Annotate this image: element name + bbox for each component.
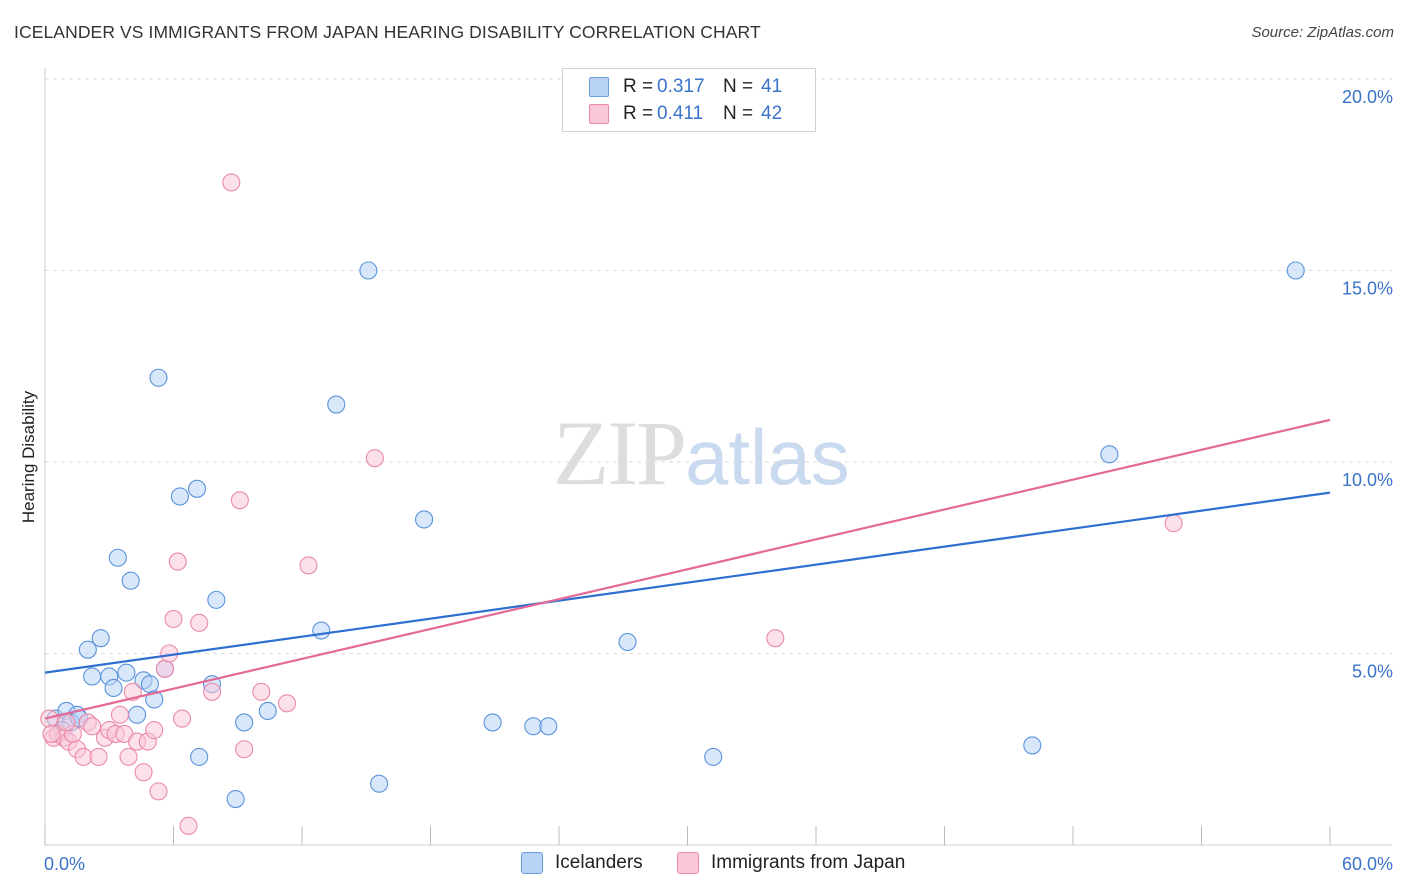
y-tick-label: 5.0% <box>1352 662 1393 682</box>
icelander-point[interactable] <box>258 701 277 721</box>
japan-point[interactable] <box>365 449 384 468</box>
japan-point[interactable] <box>235 740 254 759</box>
japan-point[interactable] <box>145 721 164 740</box>
x-ticks <box>44 826 1331 845</box>
legend-label-japan: Immigrants from Japan <box>711 852 906 873</box>
japan-point[interactable] <box>190 613 209 632</box>
japan-point[interactable] <box>89 747 108 766</box>
japan-point[interactable] <box>230 491 249 510</box>
icelander-point[interactable] <box>370 774 389 793</box>
legend-r-value: 0.317 <box>657 76 705 97</box>
japan-point[interactable] <box>277 694 297 713</box>
legend-r-label: R = <box>623 103 654 124</box>
chart-title: ICELANDER VS IMMIGRANTS FROM JAPAN HEARI… <box>14 22 761 42</box>
icelander-point[interactable] <box>128 705 147 724</box>
correlation-legend: R = 0.317 N = 41 R = 0.411 N = 42 <box>562 68 816 132</box>
japan-point[interactable] <box>766 629 785 648</box>
watermark-atlas: atlas <box>685 413 850 501</box>
watermark: ZIPatlas <box>553 400 850 506</box>
icelander-point[interactable] <box>327 395 346 414</box>
icelander-point[interactable] <box>188 479 207 498</box>
japan-point[interactable] <box>1164 514 1183 533</box>
legend-swatch-japan <box>589 104 609 124</box>
japan-point[interactable] <box>164 609 183 629</box>
japan-point[interactable] <box>123 682 142 701</box>
legend-r-value: 0.411 <box>657 103 704 124</box>
legend-swatch-icelanders <box>521 852 543 874</box>
japan-point[interactable] <box>42 724 61 743</box>
japan-point[interactable] <box>110 705 130 724</box>
icelander-trend-line <box>44 491 1331 674</box>
japan-point[interactable] <box>173 709 192 728</box>
icelander-point[interactable] <box>1023 736 1042 755</box>
icelander-point[interactable] <box>117 663 136 682</box>
icelander-point[interactable] <box>170 487 189 506</box>
japan-point[interactable] <box>299 556 318 575</box>
icelander-point[interactable] <box>91 629 110 648</box>
icelander-point[interactable] <box>415 510 434 529</box>
legend-n-label: N = <box>723 76 754 97</box>
watermark-zip: ZIP <box>553 402 687 504</box>
icelander-point[interactable] <box>359 261 378 280</box>
japan-point[interactable] <box>149 782 168 801</box>
y-tick-label: 10.0% <box>1342 470 1393 490</box>
icelander-point[interactable] <box>1286 261 1305 280</box>
icelander-point[interactable] <box>1100 445 1119 464</box>
icelander-point[interactable] <box>78 640 97 659</box>
japan-point[interactable] <box>222 173 241 192</box>
icelander-point[interactable] <box>235 713 254 732</box>
legend-swatch-japan <box>677 852 699 874</box>
japan-point[interactable] <box>179 816 198 835</box>
japan-point[interactable] <box>252 682 271 701</box>
icelander-point[interactable] <box>140 675 159 694</box>
japan-point[interactable] <box>168 552 187 571</box>
data-points <box>40 173 1305 835</box>
x-tick-label-max: 60.0% <box>1342 854 1393 874</box>
legend-n-label: N = <box>723 103 754 124</box>
trend-lines <box>44 418 1331 720</box>
y-tick-label: 15.0% <box>1342 279 1393 299</box>
japan-point[interactable] <box>203 682 222 701</box>
gridlines <box>45 78 1392 654</box>
japan-point[interactable] <box>134 763 153 782</box>
icelander-point[interactable] <box>149 368 168 387</box>
icelander-point[interactable] <box>121 571 140 590</box>
icelander-point[interactable] <box>226 789 245 809</box>
legend-item-japan[interactable]: Immigrants from Japan <box>677 852 905 874</box>
x-tick-label-min: 0.0% <box>44 854 85 874</box>
y-axis-title: Hearing Disability <box>19 390 38 523</box>
legend-n-value: 42 <box>761 103 783 124</box>
legend-label-icelanders: Icelanders <box>555 852 643 873</box>
legend-row-japan: R = 0.411 N = 42 <box>589 102 782 126</box>
japan-point[interactable] <box>155 659 174 678</box>
japan-point[interactable] <box>119 747 138 766</box>
icelander-point[interactable] <box>207 590 226 609</box>
series-legend: Icelanders Immigrants from Japan <box>0 852 1406 876</box>
japan-point[interactable] <box>83 717 102 736</box>
icelander-point[interactable] <box>104 678 123 698</box>
icelander-point[interactable] <box>190 747 209 766</box>
source-label: Source: ZipAtlas.com <box>1251 24 1394 41</box>
icelander-point[interactable] <box>83 667 102 686</box>
japan-trend-line <box>44 418 1331 720</box>
legend-row-icelanders: R = 0.317 N = 41 <box>589 75 782 99</box>
japan-point[interactable] <box>57 713 76 732</box>
icelander-point[interactable] <box>483 713 502 732</box>
legend-item-icelanders[interactable]: Icelanders <box>521 852 643 874</box>
icelander-point[interactable] <box>108 548 127 567</box>
y-tick-labels: 5.0% 10.0% 15.0% 20.0% <box>1342 87 1393 682</box>
icelander-point[interactable] <box>618 632 637 652</box>
legend-r-label: R = <box>623 76 654 97</box>
icelander-point[interactable] <box>539 717 558 736</box>
icelander-point[interactable] <box>704 747 723 766</box>
y-tick-label: 20.0% <box>1342 87 1393 107</box>
legend-n-value: 41 <box>761 76 783 97</box>
icelander-point[interactable] <box>312 621 331 640</box>
legend-swatch-icelanders <box>589 77 609 97</box>
